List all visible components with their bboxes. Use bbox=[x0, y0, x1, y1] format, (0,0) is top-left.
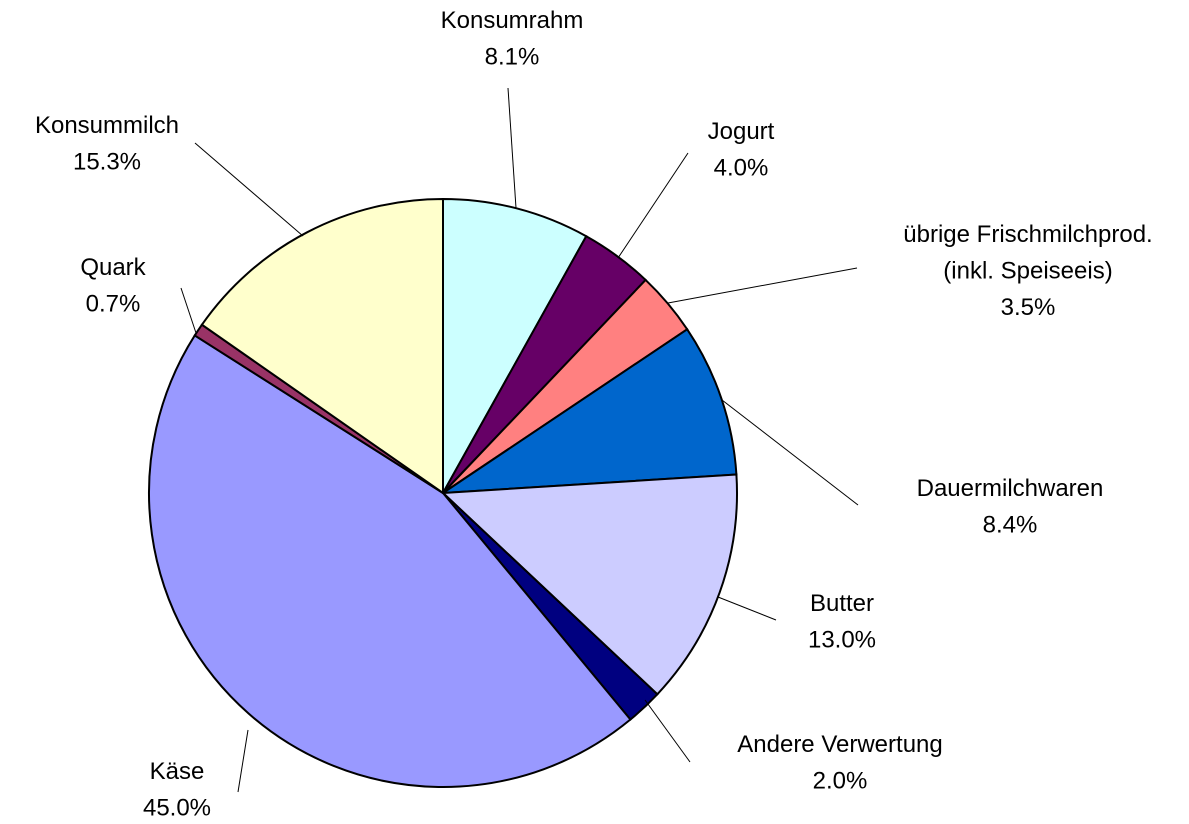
category-label: übrige Frischmilchprod. (inkl. Speiseeis) bbox=[903, 221, 1152, 285]
value-label: 15.3% bbox=[73, 149, 141, 176]
leader-line bbox=[644, 699, 691, 763]
value-label: 4.0% bbox=[714, 155, 769, 182]
category-label: Konsummilch bbox=[35, 112, 179, 139]
value-label: 3.5% bbox=[1001, 294, 1056, 321]
leader-line bbox=[194, 142, 304, 237]
pie-slice bbox=[439, 327, 738, 495]
category-label: Quark bbox=[80, 254, 146, 281]
category-label: Käse bbox=[150, 758, 205, 785]
category-label: Konsumrahm bbox=[441, 7, 584, 34]
pie-slice bbox=[442, 197, 588, 497]
leader-line bbox=[721, 399, 859, 506]
value-label: 0.7% bbox=[86, 291, 141, 318]
category-label: Andere Verwertung bbox=[737, 731, 942, 758]
category-label: Dauermilchwaren bbox=[917, 475, 1104, 502]
leader-line bbox=[667, 267, 858, 304]
value-label: 8.1% bbox=[485, 44, 540, 71]
leader-line bbox=[180, 287, 197, 334]
pie-slice bbox=[148, 334, 632, 788]
pie-slice bbox=[440, 473, 738, 696]
leader-line bbox=[237, 729, 249, 793]
pie-slice bbox=[200, 197, 444, 495]
value-label: 45.0% bbox=[143, 795, 211, 822]
value-label: 8.4% bbox=[983, 512, 1038, 539]
category-label: Butter bbox=[810, 590, 874, 617]
leader-line bbox=[617, 152, 689, 259]
leader-line bbox=[507, 87, 517, 209]
category-label: Jogurt bbox=[708, 118, 775, 145]
value-label: 2.0% bbox=[813, 768, 868, 795]
leader-line bbox=[717, 596, 777, 621]
value-label: 13.0% bbox=[808, 627, 876, 654]
